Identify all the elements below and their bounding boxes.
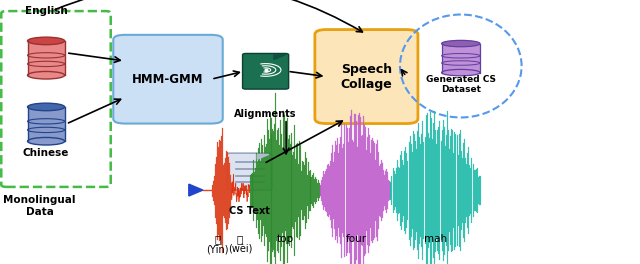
Ellipse shape — [442, 61, 480, 65]
Ellipse shape — [28, 37, 65, 45]
FancyBboxPatch shape — [227, 153, 272, 190]
Ellipse shape — [28, 127, 65, 133]
Polygon shape — [257, 154, 269, 159]
Text: Speech
Collage: Speech Collage — [340, 63, 392, 91]
Ellipse shape — [28, 138, 65, 145]
Text: HMM-GMM: HMM-GMM — [132, 73, 204, 86]
Polygon shape — [274, 55, 285, 60]
Ellipse shape — [28, 72, 65, 79]
Ellipse shape — [28, 53, 65, 58]
FancyBboxPatch shape — [28, 41, 65, 75]
FancyBboxPatch shape — [113, 35, 223, 124]
Text: (wèi): (wèi) — [228, 244, 252, 254]
Text: mah: mah — [424, 234, 447, 244]
Ellipse shape — [28, 61, 65, 67]
Text: Generated CS
Dataset: Generated CS Dataset — [426, 75, 496, 94]
Ellipse shape — [442, 69, 480, 76]
FancyBboxPatch shape — [243, 53, 289, 89]
Text: Alignments: Alignments — [234, 109, 297, 119]
FancyBboxPatch shape — [442, 44, 480, 73]
Text: top: top — [276, 234, 293, 244]
Ellipse shape — [28, 119, 65, 124]
Text: 为: 为 — [237, 234, 243, 244]
Text: four: four — [346, 234, 367, 244]
Ellipse shape — [442, 54, 480, 58]
Text: 因: 因 — [214, 234, 221, 244]
Text: CS Text: CS Text — [229, 206, 270, 216]
Ellipse shape — [442, 40, 480, 47]
FancyBboxPatch shape — [28, 107, 65, 141]
Text: (Yīn): (Yīn) — [206, 244, 229, 254]
Text: English: English — [25, 6, 67, 16]
Ellipse shape — [28, 103, 65, 111]
FancyBboxPatch shape — [315, 30, 418, 124]
Text: Chinese: Chinese — [23, 148, 69, 158]
Polygon shape — [189, 184, 203, 196]
Text: Monolingual
Data: Monolingual Data — [3, 195, 76, 217]
